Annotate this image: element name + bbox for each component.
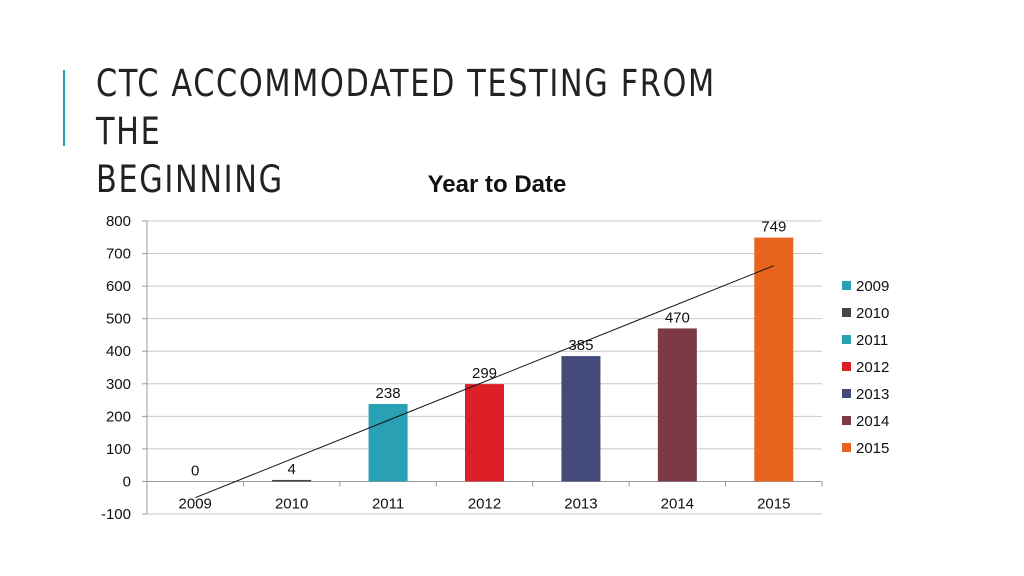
y-tick-label: -100 bbox=[101, 506, 131, 523]
data-label-2015: 749 bbox=[761, 219, 786, 236]
legend-label-2014: 2014 bbox=[856, 413, 889, 430]
bar-2012 bbox=[465, 384, 504, 482]
slide-title-line-1: CTC ACCOMMODATED TESTING FROM THE bbox=[96, 62, 716, 153]
data-label-2014: 470 bbox=[665, 309, 690, 326]
legend-label-2012: 2012 bbox=[856, 359, 889, 376]
y-tick-label: 0 bbox=[123, 473, 131, 490]
x-tick-label-2015: 2015 bbox=[757, 495, 790, 512]
legend-label-2013: 2013 bbox=[856, 386, 889, 403]
x-tick-label-2009: 2009 bbox=[179, 495, 212, 512]
legend-label-2011: 2011 bbox=[856, 332, 888, 349]
x-tick-label-2011: 2011 bbox=[372, 495, 404, 512]
data-label-2010: 4 bbox=[287, 461, 295, 478]
data-label-2011: 238 bbox=[376, 385, 401, 402]
data-label-2009: 0 bbox=[191, 462, 199, 479]
title-accent-bar bbox=[63, 70, 65, 146]
trendline bbox=[195, 265, 774, 499]
y-tick-label: 400 bbox=[106, 343, 131, 360]
y-tick-label: 500 bbox=[106, 311, 131, 328]
slide-title-line-2: BEGINNING bbox=[96, 158, 284, 201]
y-tick-label: 300 bbox=[106, 376, 131, 393]
y-tick-label: 600 bbox=[106, 278, 131, 295]
legend-swatch-2015 bbox=[842, 443, 851, 452]
y-tick-label: 800 bbox=[106, 213, 131, 230]
y-tick-label: 200 bbox=[106, 408, 131, 425]
legend-swatch-2011 bbox=[842, 335, 851, 344]
legend-swatch-2010 bbox=[842, 308, 851, 317]
slide-title: CTC ACCOMMODATED TESTING FROM THE BEGINN… bbox=[96, 60, 719, 204]
bar-2015 bbox=[754, 237, 794, 482]
bar-2011 bbox=[368, 403, 408, 482]
bar-2013 bbox=[561, 356, 601, 482]
legend-label-2009: 2009 bbox=[856, 278, 889, 295]
bar-2010 bbox=[272, 479, 312, 482]
data-label-2013: 385 bbox=[568, 337, 593, 354]
chart-title: Year to Date bbox=[427, 171, 567, 198]
x-tick-label-2012: 2012 bbox=[468, 495, 501, 512]
chart-title-container: Year to Date bbox=[0, 171, 1024, 199]
legend-label-2015: 2015 bbox=[856, 440, 889, 457]
y-tick-label: 700 bbox=[106, 246, 131, 263]
x-tick-label-2010: 2010 bbox=[275, 495, 308, 512]
legend-swatch-2014 bbox=[842, 416, 851, 425]
legend-label-2010: 2010 bbox=[856, 305, 889, 322]
x-tick-label-2014: 2014 bbox=[661, 495, 694, 512]
legend-swatch-2012 bbox=[842, 362, 851, 371]
legend-swatch-2013 bbox=[842, 389, 851, 398]
bar-2014 bbox=[657, 328, 697, 482]
data-label-2012: 299 bbox=[472, 365, 497, 382]
x-tick-label-2013: 2013 bbox=[564, 495, 597, 512]
y-tick-label: 100 bbox=[106, 441, 131, 458]
legend-swatch-2009 bbox=[842, 281, 851, 290]
